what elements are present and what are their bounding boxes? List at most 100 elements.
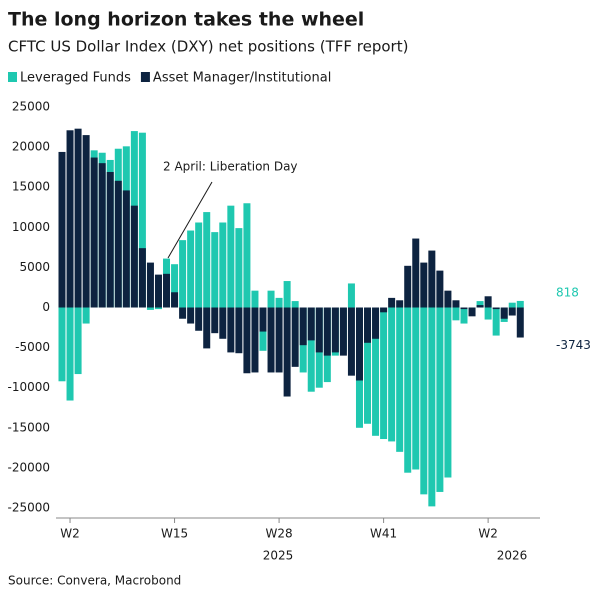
y-tick-label: 20000 [12, 140, 50, 154]
bar [138, 248, 146, 308]
bar [444, 307, 452, 478]
bar [484, 296, 492, 308]
y-tick-label: -15000 [7, 420, 50, 434]
y-tick-label: -5000 [15, 340, 50, 354]
bar [484, 307, 492, 320]
bar [364, 307, 372, 424]
bar [516, 300, 524, 308]
bar [146, 307, 154, 310]
bar [404, 307, 412, 473]
bar [380, 307, 388, 313]
y-tick-label: -25000 [7, 500, 50, 514]
bar [460, 307, 468, 310]
bar [412, 307, 420, 470]
bar [388, 297, 396, 308]
bar [388, 307, 396, 442]
bar [82, 135, 90, 308]
bar [219, 307, 227, 339]
bar [171, 264, 179, 308]
bar [476, 305, 484, 308]
bar [315, 307, 323, 353]
source: Source: Convera, Macrobond [8, 574, 181, 588]
bar [82, 307, 90, 324]
y-tick-label: -10000 [7, 380, 50, 394]
bar [275, 297, 283, 308]
value-label: 818 [556, 285, 579, 299]
bar [203, 307, 211, 349]
bar [130, 205, 138, 308]
bar [339, 307, 347, 356]
year-label: 2026 [497, 549, 528, 563]
bar [372, 307, 380, 436]
bar [163, 273, 171, 308]
bar [436, 307, 444, 492]
bar [444, 290, 452, 308]
annotation-line [167, 181, 213, 259]
bar [138, 132, 146, 308]
bar [267, 290, 275, 308]
bar [235, 228, 243, 308]
legend-swatch [140, 72, 150, 82]
bar [187, 307, 195, 324]
bar [307, 307, 315, 392]
legend-label: Asset Manager/Institutional [153, 71, 331, 86]
bar [307, 307, 315, 341]
bar [508, 302, 516, 308]
bar [283, 307, 291, 397]
bar [106, 171, 114, 308]
bar [251, 307, 259, 373]
bar [179, 240, 187, 308]
bar [331, 307, 339, 353]
value-label: -3743 [556, 338, 591, 352]
bar [404, 265, 412, 308]
bar [428, 250, 436, 308]
bar [219, 222, 227, 308]
bar [396, 300, 404, 308]
y-tick-label: 25000 [12, 100, 50, 114]
bar [396, 307, 404, 452]
bar [364, 307, 372, 343]
bar [211, 307, 219, 334]
bar [227, 307, 235, 353]
bar [66, 307, 74, 401]
bar [347, 283, 355, 308]
bar [227, 205, 235, 308]
bar [243, 307, 251, 374]
bar [516, 307, 524, 338]
x-tick-label: W15 [161, 527, 188, 541]
bar [122, 190, 130, 308]
chart-subtitle: CFTC US Dollar Index (DXY) net positions… [8, 38, 408, 56]
x-tick-label: W41 [370, 527, 397, 541]
bar [90, 157, 98, 308]
bar [412, 238, 420, 308]
bar [154, 307, 162, 310]
bar [187, 230, 195, 308]
bar [291, 307, 299, 367]
y-tick-label: -20000 [7, 460, 50, 474]
bar [58, 307, 66, 382]
bar [114, 180, 122, 308]
bar [299, 307, 307, 346]
bar [291, 301, 299, 308]
bar [492, 307, 500, 336]
bar [74, 307, 82, 375]
chart-title: The long horizon takes the wheel [8, 9, 364, 31]
bar [283, 281, 291, 308]
bar [452, 300, 460, 308]
bar [58, 151, 66, 308]
bar [468, 307, 476, 317]
bar [420, 307, 428, 495]
bar [420, 262, 428, 308]
bar [251, 290, 259, 308]
bar [267, 307, 275, 373]
bar [275, 307, 283, 373]
legend-swatch [8, 72, 17, 82]
bar [355, 307, 363, 381]
bar [171, 292, 179, 308]
bar [428, 307, 436, 507]
bar [235, 307, 243, 354]
bar [154, 274, 162, 308]
x-tick-label: W28 [266, 527, 293, 541]
bar [66, 130, 74, 308]
